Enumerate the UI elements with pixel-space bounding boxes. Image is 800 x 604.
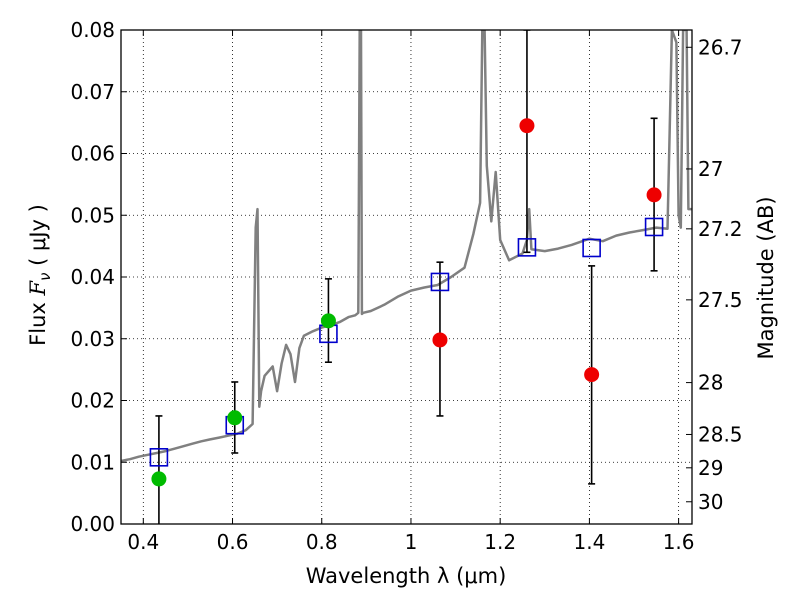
x-tick-label: 1.4: [573, 530, 605, 554]
observed-point-green: [320, 313, 336, 329]
x-axis-title: Wavelength λ (μm): [306, 564, 507, 588]
x-tick-label: 1.2: [484, 530, 516, 554]
y2-tick-label: 27.2: [698, 217, 743, 241]
y-tick-label: 0.04: [70, 265, 115, 289]
observed-point-red: [646, 187, 662, 203]
y2-tick-label: 27.5: [698, 288, 743, 312]
y-tick-label: 0.05: [70, 203, 115, 227]
y2-tick-label: 28.5: [698, 422, 743, 446]
model-photometry-square: [644, 217, 664, 237]
observed-point-red: [519, 118, 535, 134]
y-tick-label: 0.01: [70, 450, 115, 474]
data-layer: [121, 30, 692, 524]
observed-point-green: [151, 471, 167, 487]
y-tick-label: 0.07: [70, 80, 115, 104]
plot-frame: [120, 29, 693, 525]
x-tick-label: 1: [405, 530, 418, 554]
observed-point-red: [584, 367, 600, 383]
y2-axis-title: Magnitude (AB): [754, 196, 778, 359]
y2-tick-label: 30: [698, 490, 723, 514]
model-spectrum-line: [121, 30, 692, 463]
y-tick-label: 0.02: [70, 389, 115, 413]
x-tick-label: 0.8: [306, 530, 338, 554]
y-axis-title-symbol: F: [26, 280, 50, 297]
model-photometry-square: [582, 238, 601, 258]
y-tick-label: 0.08: [70, 18, 115, 42]
y2-tick-label: 26.7: [698, 35, 743, 59]
y-tick-label: 0.03: [70, 327, 115, 351]
y2-tick-label: 27: [698, 157, 723, 181]
y2-tick-label: 29: [698, 456, 723, 480]
y-axis-title-subscript: ν: [36, 273, 54, 281]
y-tick-label: 0.00: [70, 512, 115, 536]
axis-ticks: 0.4 0.6 0.8 1 1.2 1.4 1.6 0.00 0.01 0.02 0.03 0.04 0…: [70, 18, 742, 554]
y-tick-label: 0.06: [70, 142, 115, 166]
x-tick-label: 0.6: [217, 530, 249, 554]
y2-tick-label: 28: [698, 371, 723, 395]
y-axis-title-prefix: Flux: [26, 296, 50, 346]
grid-lines: [121, 30, 692, 524]
x-tick-label: 0.4: [127, 530, 159, 554]
x-tick-label: 1.6: [663, 530, 695, 554]
model-photometry-square: [149, 448, 169, 467]
y-axis-title: Flux Fν ( μJy ): [26, 204, 54, 346]
model-photometry-square: [430, 272, 450, 292]
model-photometry-square: [517, 238, 537, 257]
observed-point-red: [432, 332, 448, 348]
observed-point-green: [227, 410, 243, 426]
y-axis-title-units: ( μJy ): [26, 204, 50, 272]
clipped-data: [121, 30, 692, 524]
